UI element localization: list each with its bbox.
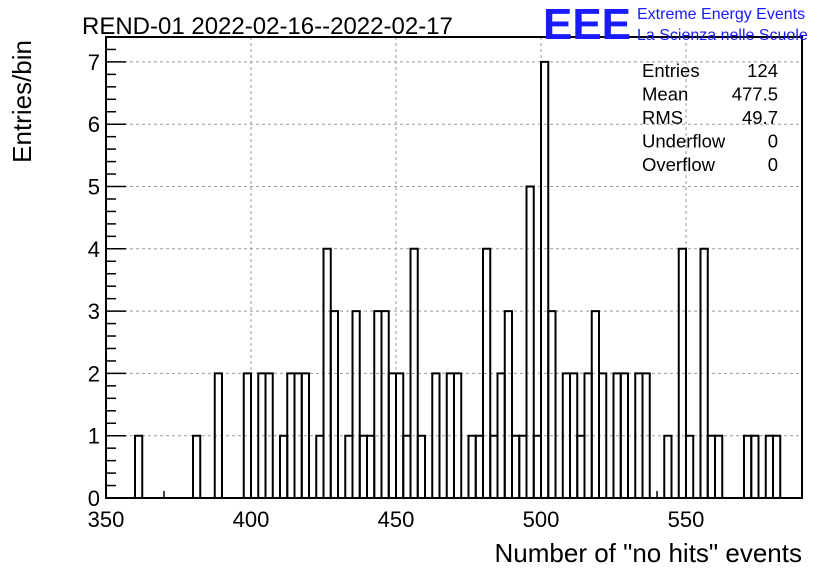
histogram-bin bbox=[540, 60, 550, 498]
eee-logo: EEE Extreme Energy Events La Scienza nel… bbox=[543, 0, 808, 49]
histogram-bin bbox=[619, 372, 629, 498]
stats-label: Overflow bbox=[642, 154, 716, 175]
histogram-bin bbox=[764, 434, 774, 498]
y-axis-label: Entries/bin bbox=[7, 40, 37, 163]
histogram-bin bbox=[750, 434, 760, 498]
x-tick-label: 450 bbox=[378, 507, 415, 532]
x-axis-label: Number of "no hits" events bbox=[495, 538, 803, 568]
histogram-bin bbox=[663, 434, 673, 498]
histogram-bars bbox=[134, 60, 782, 498]
histogram-bin bbox=[279, 434, 289, 498]
histogram-bin bbox=[351, 310, 361, 498]
histogram-bin bbox=[547, 310, 557, 498]
histogram-bin bbox=[409, 247, 419, 498]
stats-value: 49.7 bbox=[742, 107, 778, 128]
y-tick-label: 2 bbox=[88, 361, 100, 386]
logo-line1: Extreme Energy Events bbox=[637, 6, 805, 23]
histogram-bin bbox=[416, 434, 426, 498]
y-tick-label: 7 bbox=[88, 50, 100, 75]
histogram-bin bbox=[373, 310, 383, 498]
stats-label: Underflow bbox=[642, 131, 726, 152]
histogram-bin bbox=[598, 372, 608, 498]
y-tick-labels: 0 1 2 3 4 5 6 7 bbox=[88, 50, 100, 511]
histogram-bin bbox=[358, 434, 368, 498]
stats-label: RMS bbox=[642, 107, 683, 128]
histogram-bin bbox=[453, 372, 463, 498]
histogram-bin bbox=[467, 434, 477, 498]
x-tick-label: 550 bbox=[668, 507, 705, 532]
histogram-bin bbox=[714, 434, 724, 498]
x-tick-label: 500 bbox=[523, 507, 560, 532]
histogram-bin bbox=[641, 372, 651, 498]
histogram-bin bbox=[699, 247, 709, 498]
histogram-bin bbox=[525, 185, 535, 498]
y-tick-label: 4 bbox=[88, 237, 100, 262]
histogram-bin bbox=[264, 372, 274, 498]
x-tick-label: 350 bbox=[88, 507, 125, 532]
logo-line2: La Scienza nelle Scuole bbox=[637, 27, 808, 44]
stats-label: Mean bbox=[642, 84, 688, 105]
histogram-bin bbox=[366, 434, 376, 498]
stats-value: 0 bbox=[768, 154, 778, 175]
histogram-bin bbox=[329, 310, 339, 498]
chart-title: REND-01 2022-02-16--2022-02-17 bbox=[82, 13, 453, 40]
histogram-bin bbox=[242, 372, 252, 498]
histogram-bin bbox=[772, 434, 782, 498]
histogram-bin bbox=[677, 247, 687, 498]
histogram-bin bbox=[134, 434, 144, 498]
histogram-bin bbox=[474, 434, 484, 498]
stats-value: 124 bbox=[747, 60, 778, 81]
histogram-bin bbox=[590, 310, 600, 498]
histogram-bin bbox=[300, 372, 310, 498]
histogram-bin bbox=[315, 434, 325, 498]
stats-label: Entries bbox=[642, 60, 700, 81]
stats-value: 0 bbox=[768, 131, 778, 152]
stats-value: 477.5 bbox=[732, 84, 778, 105]
histogram-bin bbox=[706, 434, 716, 498]
histogram-bin bbox=[402, 434, 412, 498]
y-tick-label: 3 bbox=[88, 299, 100, 324]
histogram-bin bbox=[685, 434, 695, 498]
histogram-bin bbox=[511, 434, 521, 498]
histogram-bin bbox=[489, 434, 499, 498]
histogram-bin bbox=[213, 372, 223, 498]
y-tick-label: 1 bbox=[88, 424, 100, 449]
histogram-bin bbox=[576, 434, 586, 498]
stats-box: Entries 124 Mean 477.5 RMS 49.7 Underflow 0 Over… bbox=[642, 60, 778, 175]
y-tick-label: 5 bbox=[88, 175, 100, 200]
histogram-bin bbox=[431, 372, 441, 498]
x-tick-label: 400 bbox=[233, 507, 270, 532]
histogram-bin bbox=[532, 434, 542, 498]
histogram-bin bbox=[503, 310, 513, 498]
histogram-bin bbox=[380, 310, 390, 498]
histogram-bin bbox=[344, 434, 354, 498]
x-tick-labels: 350 400 450 500 550 bbox=[88, 507, 705, 532]
histogram-bin bbox=[518, 434, 528, 498]
histogram-bin bbox=[743, 434, 753, 498]
y-tick-label: 6 bbox=[88, 112, 100, 137]
axis-ticks bbox=[105, 36, 803, 499]
histogram-bin bbox=[482, 247, 492, 498]
histogram-bin bbox=[192, 434, 202, 498]
y-tick-label: 0 bbox=[88, 486, 100, 511]
logo-mark: EEE bbox=[543, 0, 631, 49]
